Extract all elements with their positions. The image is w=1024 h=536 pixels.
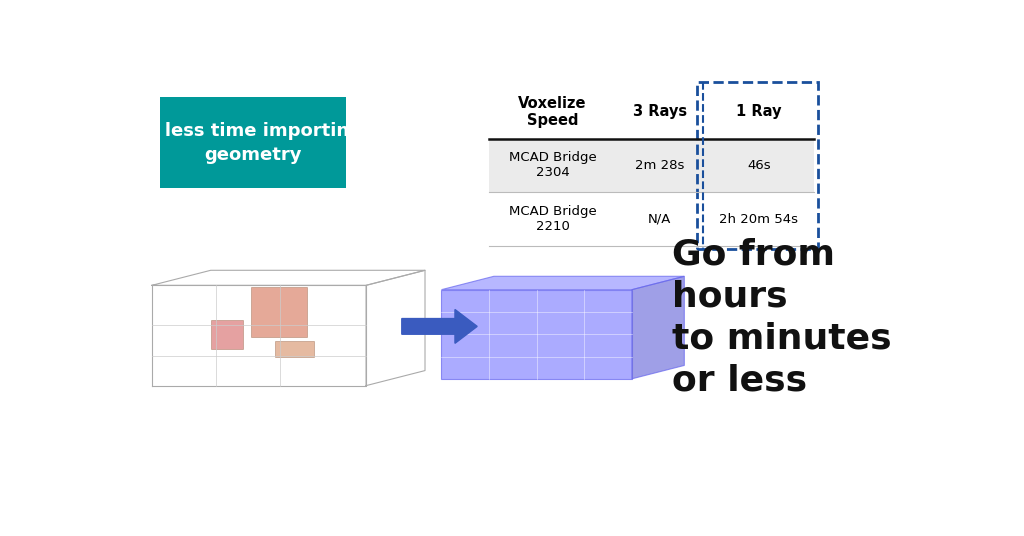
Polygon shape (441, 289, 632, 379)
Text: 2h 20m 54s: 2h 20m 54s (720, 213, 799, 226)
Text: Voxelize
Speed: Voxelize Speed (518, 95, 587, 128)
Text: 2m 28s: 2m 28s (635, 159, 684, 172)
FancyBboxPatch shape (160, 98, 346, 188)
Polygon shape (441, 276, 684, 289)
FancyBboxPatch shape (211, 320, 243, 349)
FancyBboxPatch shape (251, 287, 306, 337)
Text: 46s: 46s (748, 159, 771, 172)
Text: MCAD Bridge
2304: MCAD Bridge 2304 (509, 152, 596, 180)
FancyBboxPatch shape (489, 139, 814, 192)
Polygon shape (632, 276, 684, 379)
Text: MCAD Bridge
2210: MCAD Bridge 2210 (509, 205, 596, 233)
Text: 1 Ray: 1 Ray (736, 105, 781, 120)
Text: Go from
hours
to minutes
or less: Go from hours to minutes or less (672, 237, 891, 398)
Text: N/A: N/A (648, 213, 672, 226)
FancyBboxPatch shape (274, 341, 314, 358)
Text: Spend less time importing CAD
geometry: Spend less time importing CAD geometry (95, 122, 411, 163)
FancyArrow shape (401, 309, 477, 344)
Text: 3 Rays: 3 Rays (633, 105, 687, 120)
